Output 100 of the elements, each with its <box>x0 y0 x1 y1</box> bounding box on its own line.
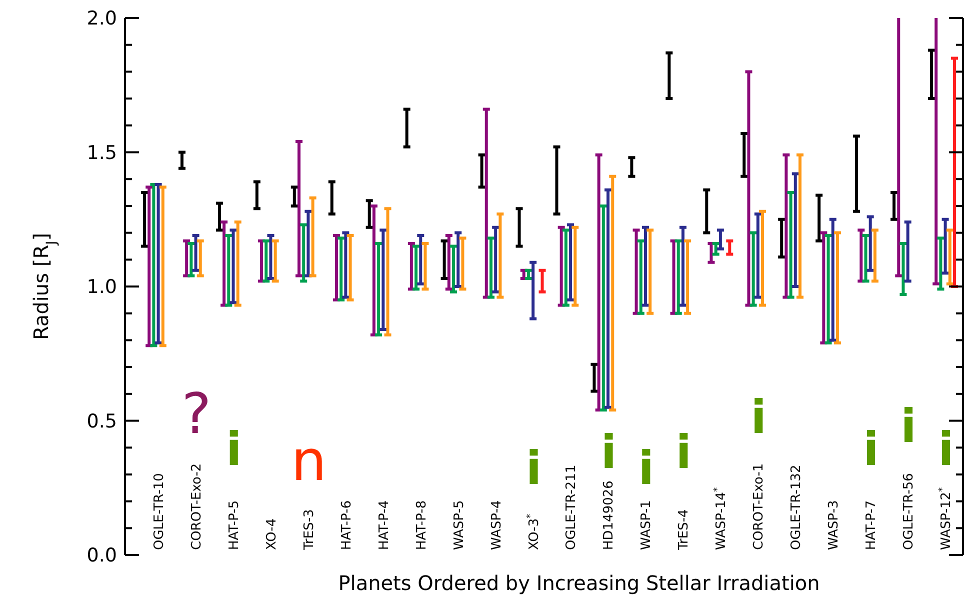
bar <box>410 244 413 290</box>
bar <box>742 133 746 176</box>
bar <box>424 244 427 290</box>
bar <box>668 52 671 99</box>
bar <box>676 240 680 314</box>
bar <box>480 154 484 188</box>
bar <box>939 238 942 290</box>
bar <box>461 238 464 290</box>
bar <box>747 72 750 306</box>
bar <box>784 154 788 298</box>
bar <box>756 214 760 298</box>
bar <box>152 184 156 346</box>
bar <box>161 187 164 346</box>
x-tick-label: OGLE-TR-56 <box>902 473 917 550</box>
x-tick-label: COROT-Exo-1 <box>752 463 767 550</box>
y-tick-label: 0.0 <box>86 544 117 567</box>
bar <box>761 211 764 306</box>
bar <box>348 235 352 300</box>
x-tick-label: WASP-5 <box>452 500 467 550</box>
bar <box>944 219 947 274</box>
annotation: i <box>638 441 654 495</box>
bar <box>574 227 577 306</box>
x-tick-label: OGLE-TR-132 <box>789 464 804 550</box>
bar <box>236 222 240 306</box>
bar <box>906 222 910 282</box>
bar <box>705 190 708 233</box>
annotation: n <box>291 429 327 494</box>
bar <box>634 230 638 314</box>
bar <box>831 219 834 340</box>
bar <box>498 214 502 298</box>
bar <box>340 238 343 300</box>
bar <box>494 227 498 292</box>
annotation: ? <box>182 382 212 447</box>
bar <box>419 235 422 284</box>
bar <box>414 246 418 290</box>
bar <box>606 190 610 408</box>
x-axis-title: Planets Ordered by Increasing Stellar Irradiation <box>338 571 820 595</box>
bar <box>564 230 568 306</box>
bar <box>948 230 952 284</box>
bar <box>681 227 684 306</box>
x-tick-label: HAT-P-7 <box>864 500 880 550</box>
bar <box>386 208 390 335</box>
bar <box>934 18 938 284</box>
bar <box>611 176 614 410</box>
bar <box>372 206 376 335</box>
bar <box>447 235 450 290</box>
bar <box>532 262 535 319</box>
bar <box>156 184 160 343</box>
annotation: i <box>526 441 542 495</box>
x-tick-label: WASP-4 <box>489 500 504 550</box>
bar <box>260 240 264 282</box>
x-tick-label: XO-4 <box>264 518 280 550</box>
bar <box>298 142 301 276</box>
bar <box>456 232 460 286</box>
bar <box>930 50 933 99</box>
y-tick-label: 1.0 <box>86 276 117 298</box>
x-tick-label: OGLE-TR-211 <box>564 464 580 550</box>
bar <box>232 230 235 303</box>
bar <box>484 109 488 298</box>
bar <box>780 219 784 257</box>
bar <box>873 230 876 282</box>
bar <box>560 227 563 306</box>
x-tick-label: WASP-1 <box>639 500 654 550</box>
annotation: i <box>863 422 879 476</box>
bar <box>222 222 226 306</box>
bar <box>789 192 792 298</box>
bar <box>855 136 858 212</box>
bar <box>334 235 338 300</box>
bar <box>194 235 198 270</box>
x-tick-label: HAT-P-4 <box>376 500 392 550</box>
bar <box>185 240 188 276</box>
bar <box>302 224 306 282</box>
annotation: i <box>676 425 692 479</box>
y-tick-label: 0.5 <box>86 410 117 432</box>
bar <box>597 154 600 410</box>
x-tick-label: OGLE-TR-10 <box>152 473 167 550</box>
x-tick-label: TrES-4 <box>676 509 692 551</box>
bar <box>344 232 348 298</box>
bar <box>569 224 572 300</box>
x-tick-label: TrES-3 <box>302 509 317 551</box>
annotation: i <box>226 422 242 476</box>
y-tick-label: 2.0 <box>86 8 117 30</box>
x-tick-label: WASP-3 <box>826 500 842 550</box>
x-tick-label: COROT-Exo-2 <box>189 463 204 550</box>
annotation: i <box>750 390 767 444</box>
annotation: i <box>900 399 916 453</box>
bar <box>269 235 272 278</box>
bar <box>452 246 456 292</box>
bar <box>798 154 802 298</box>
bar <box>405 109 408 147</box>
annotation: i <box>600 425 617 479</box>
bar <box>442 240 446 278</box>
bar <box>264 240 268 282</box>
annotation: i <box>938 422 954 476</box>
x-tick-label: HD149026 <box>602 480 617 550</box>
bar <box>330 182 334 214</box>
bar <box>148 187 151 346</box>
bar <box>639 240 642 314</box>
bar <box>794 174 797 286</box>
bar <box>752 232 755 306</box>
